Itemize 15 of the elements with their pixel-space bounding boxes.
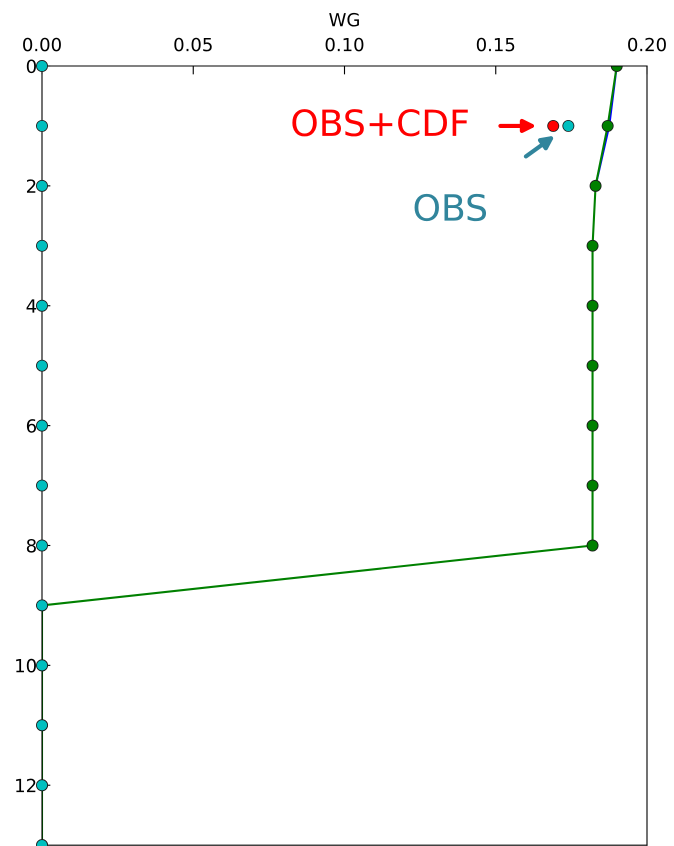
x-tick-label: 0.20	[628, 38, 666, 52]
annotation: OBS	[414, 194, 486, 222]
annotation: OBS+CDF	[292, 109, 468, 136]
x-tick-label: 0.00	[23, 38, 61, 52]
y-tick-label: 2	[26, 179, 36, 193]
y-tick-label: 6	[26, 419, 36, 433]
x-tick-label: 0.05	[174, 38, 212, 52]
y-tick-label: 10	[16, 658, 36, 672]
y-tick-label: 8	[26, 538, 36, 553]
x-axis-title: WG	[329, 12, 359, 27]
y-tick-label: 0	[26, 59, 36, 74]
x-tick-label: 0.15	[476, 38, 514, 52]
y-tick-label: 4	[26, 299, 36, 313]
x-tick-label: 0.10	[326, 38, 364, 52]
y-tick-label: 12	[16, 778, 36, 792]
